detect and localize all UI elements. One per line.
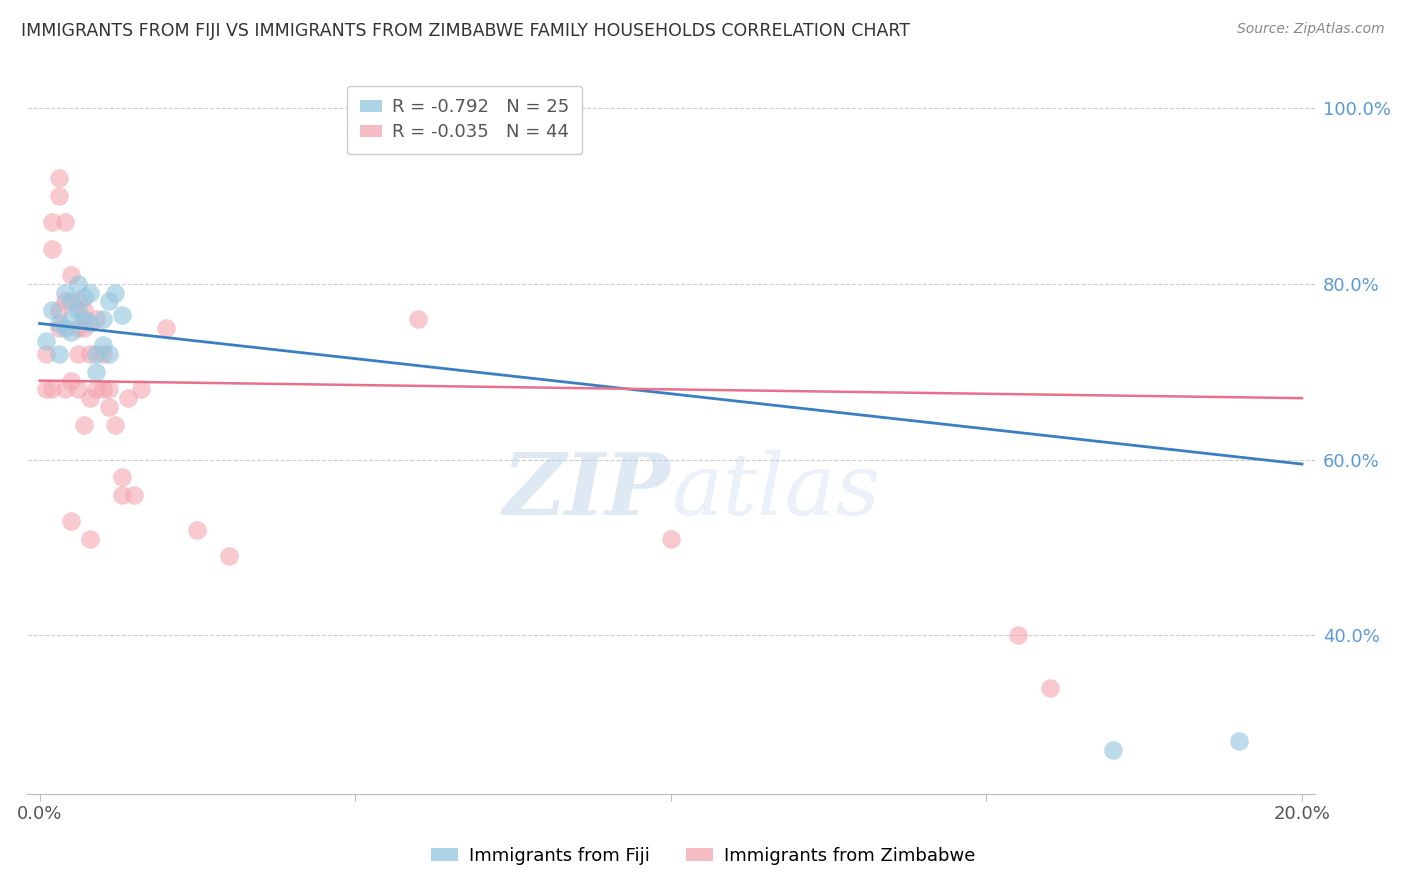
Point — [91, 338, 114, 352]
Point — [79, 285, 101, 300]
Point — [124, 488, 146, 502]
Point — [60, 325, 83, 339]
Point — [53, 294, 76, 309]
Point — [48, 321, 70, 335]
Point — [86, 312, 108, 326]
Point — [66, 347, 89, 361]
Point — [98, 383, 121, 397]
Point — [659, 532, 682, 546]
Point — [408, 312, 430, 326]
Point — [48, 317, 70, 331]
Point — [66, 303, 89, 318]
Point — [186, 523, 208, 537]
Point — [66, 277, 89, 291]
Point — [60, 514, 83, 528]
Point — [53, 383, 76, 397]
Point — [98, 400, 121, 414]
Point — [41, 383, 63, 397]
Point — [117, 391, 139, 405]
Legend: Immigrants from Fiji, Immigrants from Zimbabwe: Immigrants from Fiji, Immigrants from Zi… — [422, 838, 984, 874]
Point — [48, 189, 70, 203]
Point — [79, 391, 101, 405]
Point — [53, 215, 76, 229]
Text: ZIP: ZIP — [503, 450, 671, 533]
Point — [79, 317, 101, 331]
Point — [41, 303, 63, 318]
Point — [73, 312, 96, 326]
Text: atlas: atlas — [671, 450, 880, 533]
Point — [111, 308, 134, 322]
Point — [91, 347, 114, 361]
Point — [91, 312, 114, 326]
Point — [86, 383, 108, 397]
Point — [73, 417, 96, 432]
Point — [104, 285, 127, 300]
Point — [48, 303, 70, 318]
Point — [41, 215, 63, 229]
Text: IMMIGRANTS FROM FIJI VS IMMIGRANTS FROM ZIMBABWE FAMILY HOUSEHOLDS CORRELATION C: IMMIGRANTS FROM FIJI VS IMMIGRANTS FROM … — [21, 22, 910, 40]
Point — [1007, 628, 1029, 642]
Point — [35, 383, 58, 397]
Point — [218, 549, 240, 564]
Point — [66, 294, 89, 309]
Point — [104, 417, 127, 432]
Legend: R = -0.792   N = 25, R = -0.035   N = 44: R = -0.792 N = 25, R = -0.035 N = 44 — [347, 86, 582, 154]
Point — [98, 294, 121, 309]
Point — [53, 285, 76, 300]
Point — [1101, 743, 1123, 757]
Point — [1038, 681, 1060, 696]
Point — [73, 321, 96, 335]
Point — [66, 321, 89, 335]
Point — [1227, 734, 1250, 748]
Point — [60, 312, 83, 326]
Point — [60, 268, 83, 282]
Point — [60, 294, 83, 309]
Point — [91, 383, 114, 397]
Point — [111, 488, 134, 502]
Point — [129, 383, 152, 397]
Point — [155, 321, 177, 335]
Point — [35, 347, 58, 361]
Point — [66, 383, 89, 397]
Point — [86, 347, 108, 361]
Point — [98, 347, 121, 361]
Point — [86, 365, 108, 379]
Text: Source: ZipAtlas.com: Source: ZipAtlas.com — [1237, 22, 1385, 37]
Point — [48, 171, 70, 186]
Point — [79, 347, 101, 361]
Point — [79, 532, 101, 546]
Point — [73, 290, 96, 304]
Point — [111, 470, 134, 484]
Point — [48, 347, 70, 361]
Point — [60, 374, 83, 388]
Point — [35, 334, 58, 348]
Point — [41, 242, 63, 256]
Point — [53, 321, 76, 335]
Point — [73, 303, 96, 318]
